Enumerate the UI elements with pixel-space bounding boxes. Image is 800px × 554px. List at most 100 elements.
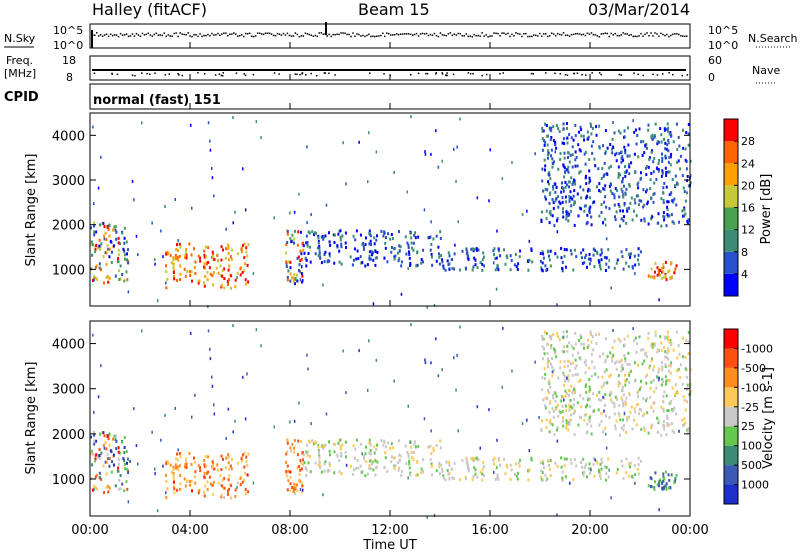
- velocity-cell: [165, 473, 167, 477]
- power-cell: [667, 160, 670, 164]
- power-cell: [588, 262, 591, 266]
- power-cell: [626, 209, 629, 213]
- power-cell: [603, 173, 606, 177]
- velocity-cell: [663, 346, 666, 349]
- nave-point: [554, 72, 556, 75]
- power-cell: [596, 252, 599, 256]
- noise-point: [680, 35, 682, 37]
- power-cell: [315, 231, 317, 235]
- velocity-cell: [373, 445, 376, 449]
- power-cell: [651, 133, 654, 137]
- velocity-cell: [100, 364, 102, 368]
- power-cell: [204, 245, 207, 249]
- power-cell: [384, 246, 387, 250]
- noise-point: [177, 35, 179, 38]
- velocity-cell: [246, 372, 248, 376]
- power-cell: [247, 243, 250, 247]
- velocity-heatmap-cells: [90, 323, 692, 519]
- power-cell: [611, 137, 614, 141]
- power-cell: [655, 177, 658, 181]
- velocity-cell: [660, 341, 663, 345]
- noise-point: [231, 33, 233, 35]
- velocity-cell: [572, 478, 575, 482]
- velocity-cell: [544, 406, 547, 410]
- velocity-cell: [344, 450, 347, 454]
- power-cell: [645, 146, 648, 150]
- power-cell: [682, 186, 685, 190]
- velocity-cell: [633, 361, 636, 365]
- velocity-cell: [589, 414, 592, 418]
- velocity-cell: [563, 457, 566, 461]
- velocity-cell: [174, 406, 176, 410]
- velocity-cell: [640, 348, 643, 352]
- velocity-cell: [289, 489, 292, 493]
- power-cell: [650, 267, 653, 271]
- power-cell: [172, 268, 175, 272]
- power-cell: [124, 257, 126, 261]
- power-cell: [505, 254, 508, 258]
- velocity-cell: [384, 451, 387, 455]
- power-cell: [107, 228, 110, 231]
- velocity-cell: [501, 385, 504, 389]
- velocity-cell: [176, 465, 179, 469]
- power-cell: [586, 195, 588, 199]
- velocity-cell: [687, 428, 690, 432]
- velocity-cell: [102, 431, 105, 435]
- velocity-cell: [124, 462, 126, 466]
- noise-point: [149, 34, 152, 36]
- velocity-cell: [643, 412, 646, 416]
- power-cell: [448, 254, 451, 258]
- power-cell: [634, 201, 637, 205]
- velocity-cell: [568, 369, 571, 372]
- velocity-cell: [300, 467, 303, 471]
- power-cell: [119, 242, 121, 246]
- noise-point: [382, 32, 384, 35]
- velocity-cell: [623, 354, 626, 357]
- velocity-cell: [91, 463, 94, 467]
- power-cell: [683, 214, 686, 218]
- noise-point: [221, 33, 223, 35]
- noise-point: [364, 35, 366, 38]
- power-cell: [223, 277, 226, 281]
- power-cell: [604, 217, 607, 221]
- velocity-cell: [123, 436, 126, 439]
- power-cell: [583, 209, 586, 213]
- noise-point: [109, 33, 112, 35]
- power-cell: [119, 277, 122, 281]
- velocity-cell: [543, 352, 546, 356]
- velocity-cell: [622, 428, 625, 432]
- velocity-cell: [582, 342, 585, 346]
- power-colorbar-segment: [724, 273, 738, 296]
- nave-point: [328, 72, 330, 74]
- velocity-cell: [580, 460, 582, 464]
- velocity-cell: [333, 442, 336, 446]
- velocity-cell: [544, 330, 546, 334]
- velocity-cell: [585, 390, 588, 394]
- noise-point: [338, 33, 340, 36]
- power-cell: [245, 250, 248, 254]
- velocity-cell: [541, 345, 544, 349]
- power-cell: [632, 119, 634, 123]
- velocity-cell: [585, 383, 587, 387]
- velocity-cell: [133, 407, 135, 411]
- velocity-cell: [103, 446, 106, 450]
- velocity-cell: [563, 384, 566, 388]
- power-cell: [190, 270, 193, 274]
- power-cell: [653, 134, 656, 138]
- velocity-cell: [365, 460, 368, 463]
- noise-point: [360, 35, 362, 37]
- power-cell: [548, 254, 550, 258]
- power-cell: [684, 199, 687, 203]
- power-cell: [574, 134, 577, 138]
- power-cell: [408, 256, 411, 260]
- power-cell: [620, 160, 623, 164]
- nave-point: [681, 74, 683, 77]
- power-cell: [561, 266, 564, 270]
- velocity-cell: [581, 471, 584, 475]
- power-cell: [362, 241, 364, 245]
- velocity-cell: [645, 381, 648, 385]
- power-panel: [89, 112, 691, 307]
- noise-point: [564, 34, 567, 37]
- power-cell: [628, 172, 631, 176]
